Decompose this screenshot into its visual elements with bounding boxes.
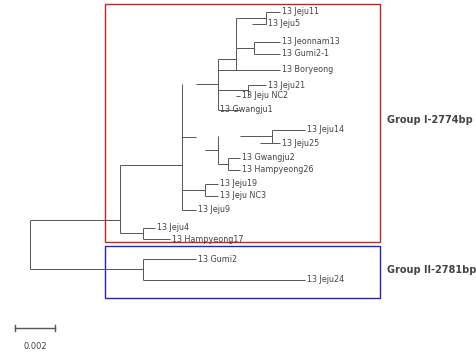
Text: 13 Jeju25: 13 Jeju25 <box>282 138 319 148</box>
Text: 13 Boryeong: 13 Boryeong <box>282 65 333 74</box>
Text: 13 Jeju4: 13 Jeju4 <box>157 223 189 233</box>
Text: 13 Hampyeong26: 13 Hampyeong26 <box>242 166 314 175</box>
Text: 13 Jeju21: 13 Jeju21 <box>268 80 305 90</box>
Text: 13 Jeju24: 13 Jeju24 <box>307 275 344 285</box>
Bar <box>105 246 380 298</box>
Text: 13 Gumi2: 13 Gumi2 <box>198 255 237 263</box>
Text: 13 Jeju14: 13 Jeju14 <box>307 126 344 135</box>
Text: 13 Hampyeong17: 13 Hampyeong17 <box>172 234 244 244</box>
Text: 13 Jeju19: 13 Jeju19 <box>220 179 257 188</box>
Text: 13 Jeju NC2: 13 Jeju NC2 <box>242 91 288 101</box>
Text: 13 Gwangju1: 13 Gwangju1 <box>220 105 273 114</box>
Text: 13 Gumi2-1: 13 Gumi2-1 <box>282 50 329 58</box>
Text: 13 Jeju9: 13 Jeju9 <box>198 206 230 215</box>
Text: 13 Jeonnam13: 13 Jeonnam13 <box>282 38 340 46</box>
Bar <box>105 4 380 242</box>
Text: 13 Gwangju2: 13 Gwangju2 <box>242 154 295 162</box>
Text: 0.002: 0.002 <box>23 342 47 351</box>
Text: 13 Jeju11: 13 Jeju11 <box>282 7 319 17</box>
Text: Group I-2774bp: Group I-2774bp <box>387 115 473 125</box>
Text: 13 Jeju5: 13 Jeju5 <box>268 19 300 29</box>
Text: 13 Jeju NC3: 13 Jeju NC3 <box>220 192 266 200</box>
Text: Group II-2781bp: Group II-2781bp <box>387 265 476 275</box>
